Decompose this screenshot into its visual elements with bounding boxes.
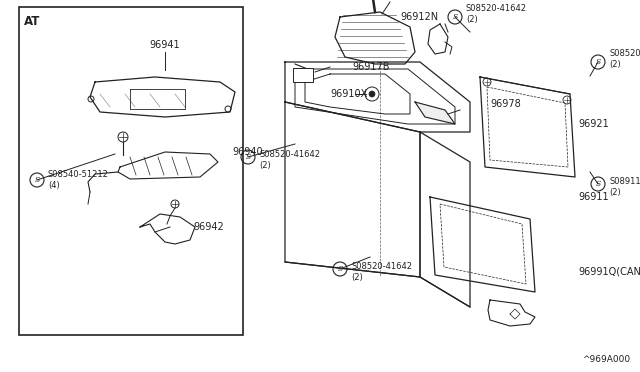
Text: 96921: 96921 <box>578 119 609 129</box>
Text: S08520-41642
(2): S08520-41642 (2) <box>609 49 640 69</box>
Circle shape <box>369 91 375 97</box>
Text: ^969A000: ^969A000 <box>582 355 630 364</box>
Text: S08911-10637
(2): S08911-10637 (2) <box>609 177 640 197</box>
Text: S08520-41642
(2): S08520-41642 (2) <box>351 262 412 282</box>
Text: 96942: 96942 <box>193 222 224 232</box>
Text: S08520-41642
(2): S08520-41642 (2) <box>466 4 527 24</box>
Text: S: S <box>245 153 251 161</box>
Text: AT: AT <box>24 16 40 28</box>
Text: 96912N: 96912N <box>400 12 438 22</box>
Bar <box>293 68 313 82</box>
Text: 96911: 96911 <box>578 192 609 202</box>
Text: 96941: 96941 <box>150 40 180 50</box>
Text: S: S <box>337 265 342 273</box>
Text: 96917B: 96917B <box>352 62 390 72</box>
Text: 96991Q(CAN): 96991Q(CAN) <box>578 267 640 277</box>
Text: 96940: 96940 <box>232 147 262 157</box>
Text: S: S <box>595 58 600 66</box>
Text: 96910X: 96910X <box>330 89 367 99</box>
Text: S08540-51212
(4): S08540-51212 (4) <box>48 170 109 190</box>
Text: S: S <box>595 180 600 188</box>
Bar <box>19 7 243 335</box>
Text: 96935: 96935 <box>424 0 455 2</box>
Text: S: S <box>35 176 40 184</box>
Text: S: S <box>452 13 458 21</box>
Polygon shape <box>415 102 455 124</box>
Text: S08520-41642
(2): S08520-41642 (2) <box>259 150 320 170</box>
Text: 96978: 96978 <box>490 99 521 109</box>
